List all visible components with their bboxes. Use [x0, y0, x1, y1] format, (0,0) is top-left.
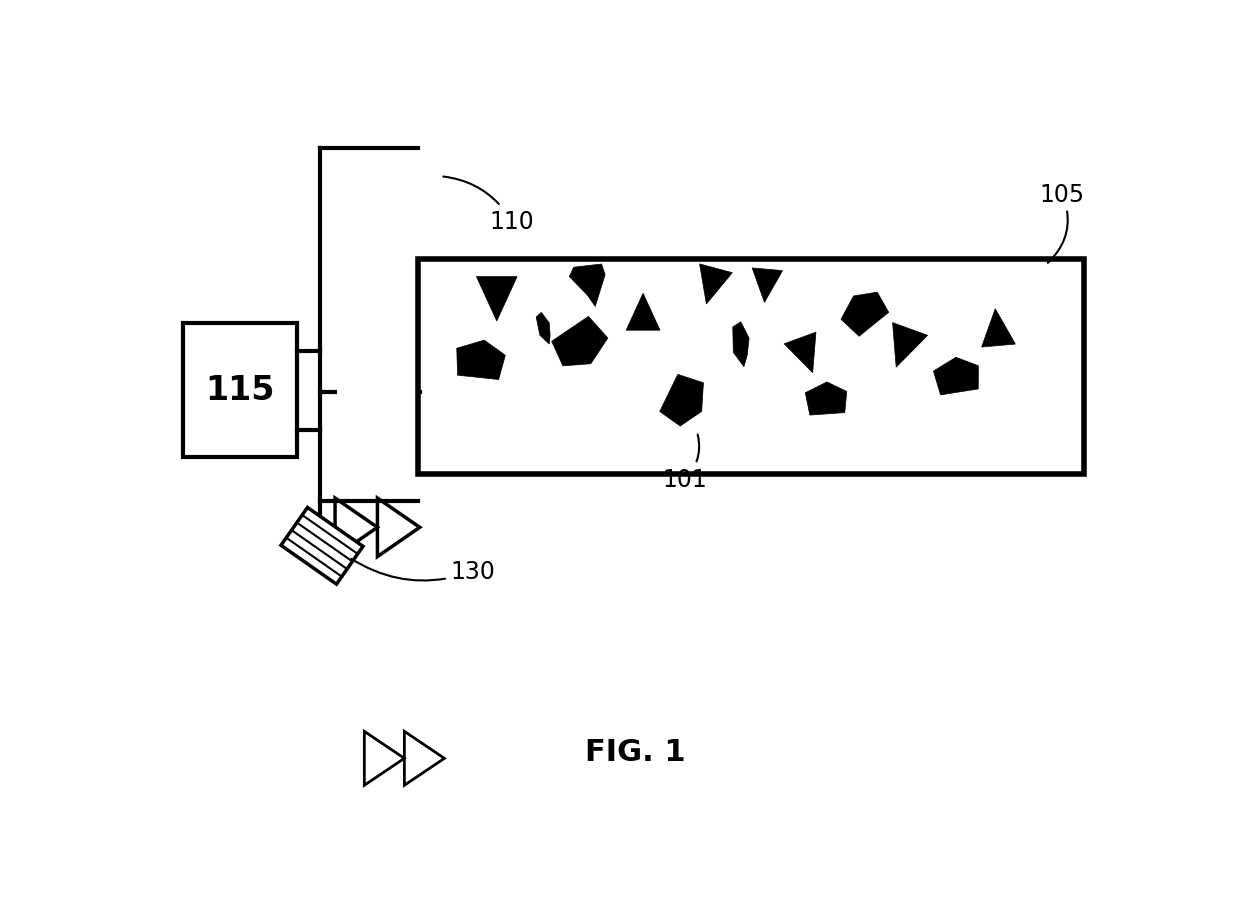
Text: 130: 130	[352, 559, 496, 584]
Bar	[419, 260, 1084, 475]
Polygon shape	[732, 322, 750, 367]
Polygon shape	[841, 292, 888, 337]
Polygon shape	[570, 265, 605, 307]
Polygon shape	[281, 508, 363, 585]
Polygon shape	[536, 313, 550, 344]
Polygon shape	[457, 341, 506, 380]
Polygon shape	[933, 358, 979, 395]
Text: FIG. 1: FIG. 1	[585, 737, 685, 766]
Polygon shape	[805, 383, 846, 415]
Polygon shape	[752, 269, 783, 303]
Polygon shape	[659, 375, 704, 426]
Polygon shape	[700, 264, 732, 304]
Polygon shape	[551, 317, 608, 366]
Polygon shape	[477, 277, 517, 322]
Text: 101: 101	[663, 435, 707, 491]
Text: 110: 110	[444, 178, 534, 233]
Text: 105: 105	[1040, 182, 1085, 263]
Bar	[182, 323, 296, 457]
Polygon shape	[981, 310, 1015, 348]
Polygon shape	[892, 323, 928, 368]
Text: 115: 115	[204, 374, 274, 407]
Polygon shape	[626, 294, 660, 331]
Polygon shape	[784, 333, 817, 374]
